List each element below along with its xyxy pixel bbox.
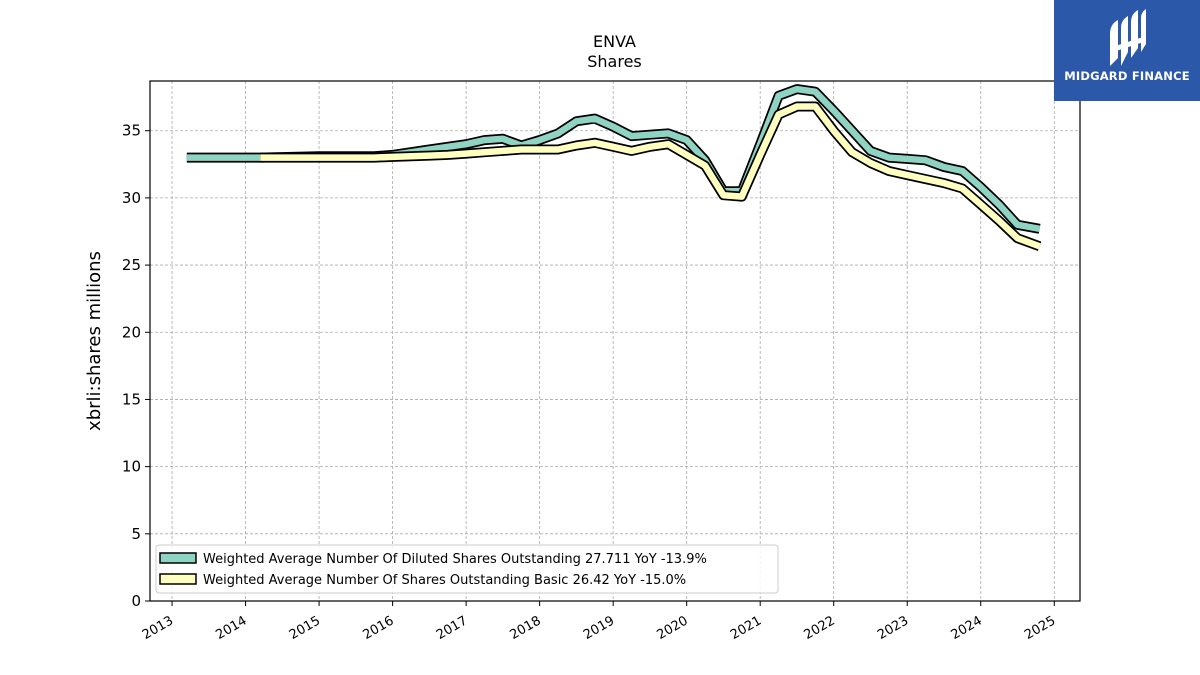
logo-text: MIDGARD FINANCE [1064,69,1190,83]
x-tick-label: 2013 [140,613,176,643]
y-tick-label: 20 [122,323,141,341]
logo-mark-icon [1110,9,1146,66]
x-tick-label: 2016 [360,613,396,643]
legend-frame [155,544,779,594]
legend-label-basic: Weighted Average Number Of Shares Outsta… [203,573,686,588]
y-tick-label: 35 [122,122,141,140]
legend: Weighted Average Number Of Diluted Share… [155,544,779,594]
legend-label-diluted: Weighted Average Number Of Diluted Share… [203,552,707,567]
midgard-finance-logo: MIDGARD FINANCE [1054,0,1200,101]
series-line-diluted [186,84,1041,234]
series-lines [186,84,1042,251]
y-tick-label: 0 [131,592,141,610]
x-tick-label: 2019 [581,613,617,643]
y-tick-label: 15 [122,390,141,408]
series-fill [186,85,1041,232]
y-tick-label: 10 [122,458,141,476]
y-tick-label: 5 [131,525,141,543]
x-axis: 2013 2014 2015 2016 2017 2018 2019 2020 2021 2022… [140,601,1058,643]
x-tick-label: 2024 [949,613,985,643]
x-tick-label: 2015 [287,613,323,643]
y-tick-label: 30 [122,189,141,207]
plot-frame [149,80,1081,602]
y-axis-label: xbrli:shares millions [84,251,105,431]
y-tick-label: 25 [122,256,141,274]
x-tick-label: 2022 [802,613,838,643]
x-tick-label: 2017 [434,613,470,643]
x-tick-label: 2021 [728,613,764,643]
legend-swatch-diluted [159,552,197,564]
x-tick-label: 2020 [655,613,691,643]
x-tick-label: 2014 [213,613,249,643]
x-tick-label: 2025 [1022,613,1058,643]
series-line-basic [260,101,1042,251]
series-fill [260,103,1041,250]
x-tick-label: 2023 [875,613,911,643]
y-axis: 0 5 10 15 20 25 30 35 [122,122,150,610]
chart-subtitle: Shares [587,52,642,71]
chart-title: ENVA [593,32,636,51]
x-tick-label: 2018 [507,613,543,643]
legend-swatch-basic [159,573,197,585]
